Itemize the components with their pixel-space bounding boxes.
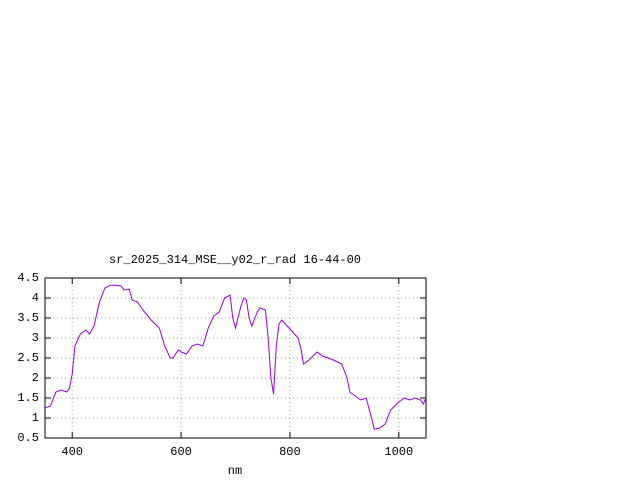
x-tick-label: 600 [170,445,192,459]
y-tick-label: 4.5 [17,271,39,285]
data-line [44,284,427,430]
y-tick-label: 2.5 [17,351,39,365]
x-tick-label: 800 [279,445,301,459]
y-tick-label: 3 [32,331,39,345]
y-tick-label: 4 [32,291,39,305]
y-tick-label: 0.5 [17,431,39,445]
y-tick-label: 2 [32,371,39,385]
x-axis-label: nm [228,464,242,478]
x-tick-label: 1000 [384,445,413,459]
y-tick-label: 3.5 [17,311,39,325]
chart-title: sr_2025_314_MSE__y02_r_rad 16-44-00 [109,253,361,267]
y-tick-label: 1.5 [17,391,39,405]
y-tick-label: 1 [32,411,39,425]
plot-border [44,277,427,439]
x-tick-label: 400 [61,445,83,459]
